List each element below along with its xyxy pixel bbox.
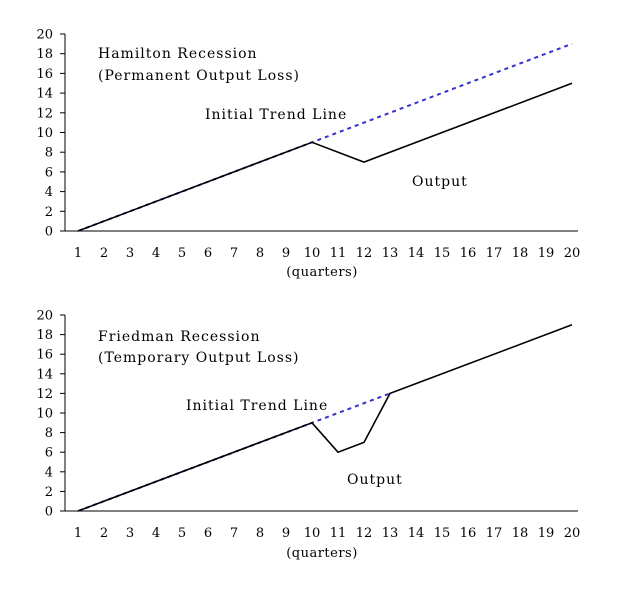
x-tick-label: 8 (256, 246, 264, 261)
x-tick-label: 18 (512, 246, 529, 261)
x-tick-label: 12 (356, 526, 373, 541)
x-tick-label: 11 (330, 526, 347, 541)
x-tick-label: 20 (564, 246, 581, 261)
annotation-title2: (Temporary Output Loss) (98, 350, 300, 366)
y-tick-label: 20 (36, 309, 53, 324)
x-tick-label: 4 (152, 246, 160, 261)
x-tick-label: 14 (408, 246, 425, 261)
annotation-title2: (Permanent Output Loss) (98, 68, 300, 84)
x-tick-label: 19 (538, 526, 555, 541)
y-tick-label: 12 (36, 106, 53, 121)
x-tick-label: 5 (178, 526, 186, 541)
y-tick-label: 2 (45, 205, 53, 220)
y-tick-label: 2 (45, 485, 53, 500)
y-tick-label: 0 (45, 505, 53, 520)
x-tick-label: 2 (100, 246, 108, 261)
series-line-output (77, 82, 573, 232)
y-tick-label: 6 (45, 446, 53, 461)
x-tick-label: 8 (256, 526, 264, 541)
x-tick-label: 15 (434, 526, 451, 541)
x-tick-label: 12 (356, 246, 373, 261)
x-tick-label: 20 (564, 526, 581, 541)
x-tick-label: 13 (382, 246, 399, 261)
x-axis-label: (quarters) (286, 546, 358, 561)
y-tick-label: 8 (45, 426, 53, 441)
x-tick-label: 17 (486, 246, 503, 261)
x-tick-label: 18 (512, 526, 529, 541)
y-tick-label: 16 (36, 348, 53, 363)
x-tick-label: 15 (434, 246, 451, 261)
x-tick-label: 7 (230, 246, 238, 261)
x-tick-label: 11 (330, 246, 347, 261)
y-tick-label: 10 (36, 407, 53, 422)
y-tick-label: 18 (36, 328, 53, 343)
x-tick-label: 1 (74, 526, 82, 541)
x-axis-label: (quarters) (286, 265, 358, 280)
x-tick-label: 10 (304, 246, 321, 261)
x-tick-label: 10 (304, 526, 321, 541)
y-tick-label: 10 (36, 126, 53, 141)
x-tick-label: 9 (282, 526, 290, 541)
annotation-output: Output (412, 174, 468, 190)
y-tick-label: 16 (36, 67, 53, 82)
x-tick-label: 5 (178, 246, 186, 261)
annotation-trend: Initial Trend Line (205, 107, 347, 123)
x-tick-label: 7 (230, 526, 238, 541)
x-tick-label: 13 (382, 526, 399, 541)
y-tick-label: 8 (45, 146, 53, 161)
x-tick-label: 4 (152, 526, 160, 541)
x-tick-label: 14 (408, 526, 425, 541)
x-tick-label: 3 (126, 526, 134, 541)
y-tick-label: 4 (45, 185, 53, 200)
y-tick-label: 0 (45, 225, 53, 240)
annotation-title1: Friedman Recession (98, 329, 260, 345)
x-tick-label: 2 (100, 526, 108, 541)
x-tick-label: 6 (204, 246, 212, 261)
x-tick-label: 3 (126, 246, 134, 261)
x-tick-label: 6 (204, 526, 212, 541)
annotation-output: Output (347, 472, 403, 488)
x-tick-label: 9 (282, 246, 290, 261)
y-tick-label: 6 (45, 165, 53, 180)
y-tick-label: 14 (36, 87, 53, 102)
annotation-title1: Hamilton Recession (98, 46, 258, 62)
series-line-output (77, 324, 573, 512)
x-tick-label: 16 (460, 526, 477, 541)
x-tick-label: 17 (486, 526, 503, 541)
x-tick-label: 1 (74, 246, 82, 261)
x-tick-label: 19 (538, 246, 555, 261)
annotation-trend: Initial Trend Line (186, 398, 328, 414)
x-tick-label: 16 (460, 246, 477, 261)
y-tick-label: 20 (36, 28, 53, 43)
y-tick-label: 12 (36, 387, 53, 402)
y-tick-label: 4 (45, 465, 53, 480)
y-tick-label: 18 (36, 47, 53, 62)
y-tick-label: 14 (36, 367, 53, 382)
